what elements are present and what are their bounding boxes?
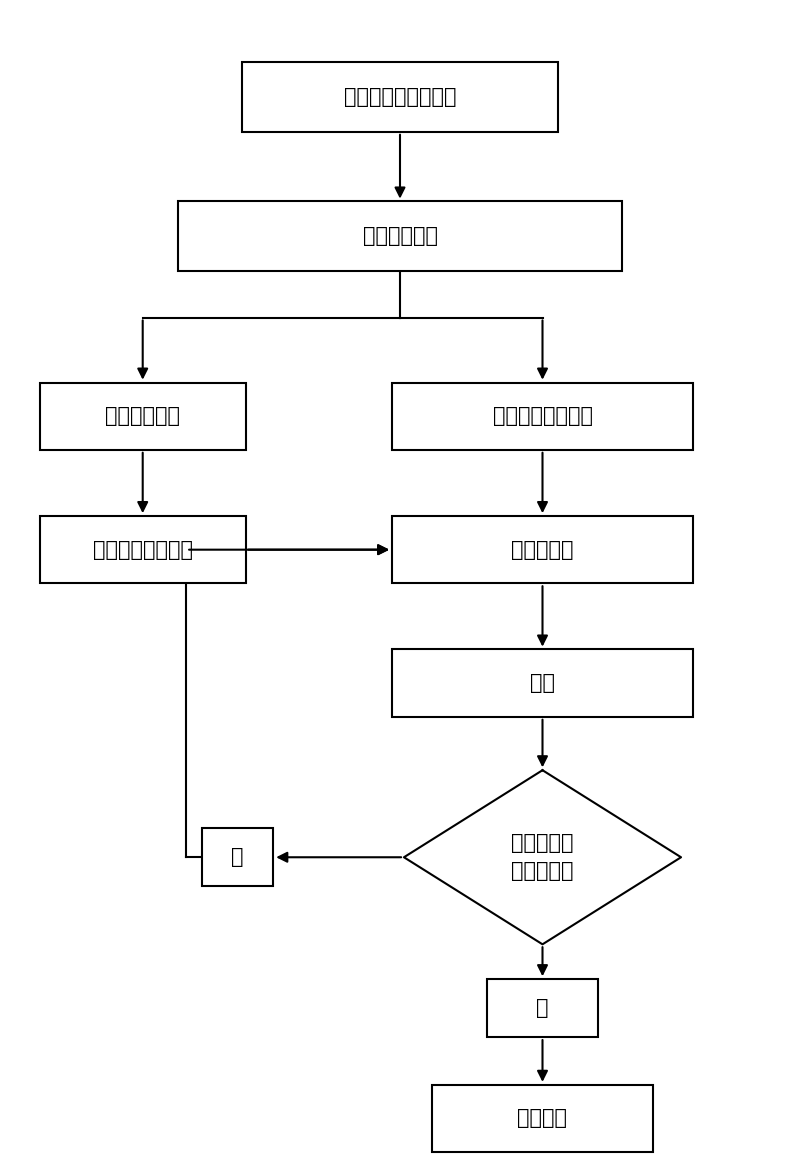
Text: 提取模型参数: 提取模型参数 xyxy=(362,227,438,247)
Bar xyxy=(392,650,693,717)
Bar xyxy=(242,62,558,132)
Text: 构建待匹配原理图: 构建待匹配原理图 xyxy=(493,406,593,427)
Text: 确定等效电路参数: 确定等效电路参数 xyxy=(93,540,193,560)
Text: 判断结果是
否满足要求: 判断结果是 否满足要求 xyxy=(511,833,574,881)
Bar xyxy=(392,382,693,450)
Text: 否: 否 xyxy=(231,848,244,867)
Text: 建立金丝键合线模型: 建立金丝键合线模型 xyxy=(344,87,456,108)
Bar xyxy=(392,516,693,583)
Text: 完成匹配: 完成匹配 xyxy=(518,1108,567,1128)
Text: 测试: 测试 xyxy=(530,673,555,693)
Text: 串联微带线: 串联微带线 xyxy=(511,540,574,560)
Bar xyxy=(178,201,622,271)
Bar xyxy=(487,980,598,1037)
Bar xyxy=(40,516,246,583)
Bar xyxy=(432,1085,654,1153)
Text: 是: 是 xyxy=(536,998,549,1018)
Bar xyxy=(40,382,246,450)
Bar xyxy=(202,829,274,886)
Text: 确定等效电路: 确定等效电路 xyxy=(106,406,180,427)
